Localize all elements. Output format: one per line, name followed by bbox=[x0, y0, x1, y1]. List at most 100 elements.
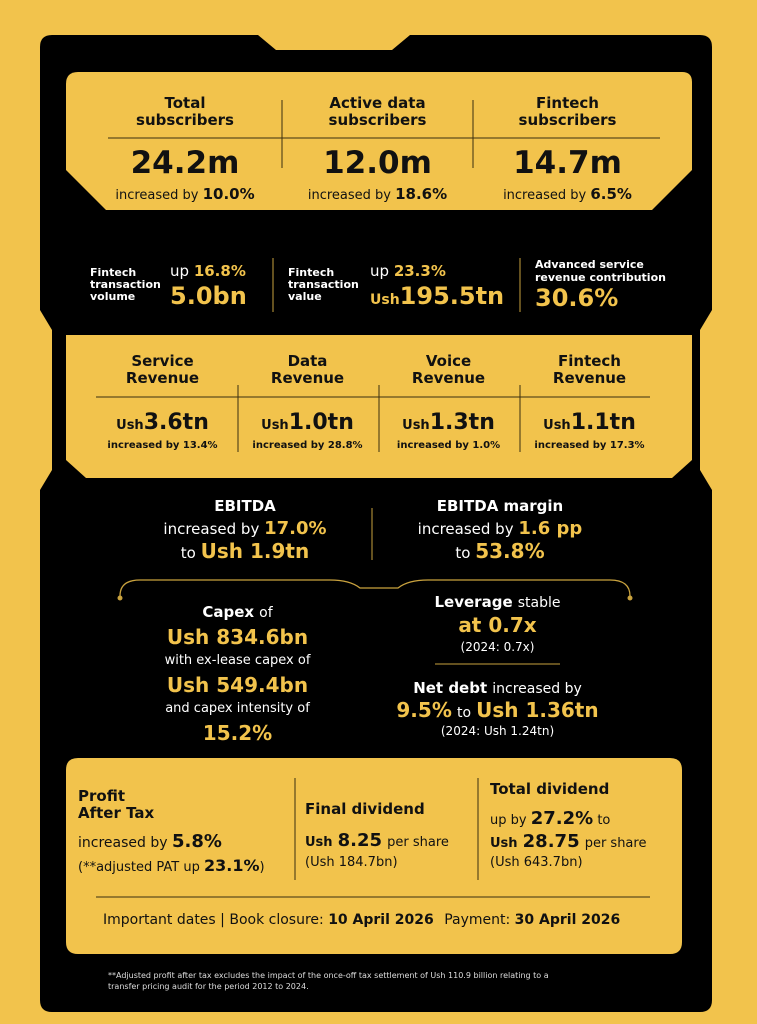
leverage-previous: (2024: 0.7x) bbox=[460, 640, 535, 654]
revenue-title-line: Revenue bbox=[411, 369, 486, 387]
capex-text: and capex intensity of bbox=[165, 701, 310, 716]
leverage-status: stable bbox=[517, 595, 561, 611]
up-word: up bbox=[370, 262, 390, 280]
revenue-value: Ush3.6tn bbox=[95, 410, 230, 435]
ex-lease-capex-value: Ush 549.4bn bbox=[166, 673, 309, 697]
currency: Ush bbox=[402, 418, 430, 433]
label-line: Fintech bbox=[90, 266, 137, 279]
change-value: 1.6 pp bbox=[518, 518, 583, 539]
change-value: 18.6% bbox=[395, 185, 448, 203]
advanced-service-value: 30.6% bbox=[535, 284, 619, 312]
change-value: 23.3% bbox=[393, 262, 446, 280]
ebitda-block: EBITDA increased by 17.0% to Ush 1.9tn bbox=[130, 497, 360, 563]
subscriber-title-line: Fintech bbox=[536, 94, 599, 112]
to-word: to bbox=[597, 813, 611, 828]
amount: 195.5tn bbox=[399, 282, 505, 310]
subscriber-title-line: subscribers bbox=[136, 111, 234, 129]
subscriber-title-line: Total bbox=[164, 94, 206, 112]
capex-title-line: Capex of bbox=[130, 600, 345, 625]
revenue-change: increased by 17.3% bbox=[534, 440, 645, 451]
fintech-volume-value: 5.0bn bbox=[170, 282, 247, 310]
change-value: 16.8% bbox=[193, 262, 246, 280]
subscriber-title-line: subscribers bbox=[328, 111, 427, 129]
final-dividend-value: Ush 8.25 per share bbox=[305, 830, 475, 851]
revenue-change: increased by 1.0% bbox=[396, 440, 501, 451]
to-word: to bbox=[456, 705, 472, 721]
profit-title: Profit After Tax bbox=[78, 788, 293, 822]
ebitda-margin-change: increased by 1.6 pp bbox=[385, 518, 615, 539]
subscriber-title-line: Active data bbox=[329, 94, 426, 112]
revenue-title-line: Fintech bbox=[558, 352, 621, 370]
footnote-line: **Adjusted profit after tax excludes the… bbox=[108, 971, 549, 980]
currency: Ush bbox=[370, 292, 400, 308]
label-line: Advanced service bbox=[535, 258, 644, 271]
revenue-title-line: Revenue bbox=[552, 369, 627, 387]
profit-title-line: After Tax bbox=[78, 804, 155, 822]
subscriber-title: Total subscribers bbox=[110, 95, 260, 129]
currency: Ush bbox=[305, 835, 333, 850]
fintech-value-label: Fintech transaction value bbox=[288, 267, 359, 303]
total-dividend-title: Total dividend bbox=[490, 780, 610, 798]
label-line: transaction bbox=[90, 278, 161, 291]
footnote: **Adjusted profit after tax excludes the… bbox=[108, 970, 668, 992]
leverage-value: at 0.7x bbox=[458, 613, 537, 637]
book-closure-label: Book closure: bbox=[229, 912, 324, 928]
advanced-service-label: Advanced service revenue contribution bbox=[535, 258, 666, 284]
adjusted-label: (**adjusted PAT up bbox=[78, 860, 200, 875]
ebitda-title: EBITDA bbox=[214, 497, 276, 515]
change-prefix: increased by bbox=[115, 188, 199, 203]
subscriber-change: increased by 10.0% bbox=[105, 185, 265, 203]
net-debt-title: Net debt bbox=[413, 679, 488, 697]
revenue-value: Ush1.3tn bbox=[381, 410, 516, 435]
subscriber-title: Fintech subscribers bbox=[490, 95, 645, 129]
leverage-title: Leverage bbox=[434, 593, 513, 611]
ebitda-margin-title: EBITDA margin bbox=[436, 497, 564, 515]
adjusted-change: 23.1% bbox=[204, 856, 260, 875]
of-word: of bbox=[259, 605, 273, 621]
book-closure-date: 10 April 2026 bbox=[328, 912, 434, 928]
amount: 1.1tn bbox=[570, 410, 636, 435]
profit-block: Profit After Tax increased by 5.8% (**ad… bbox=[78, 788, 293, 876]
final-dividend-total: (Ush 184.7bn) bbox=[305, 855, 398, 870]
label-line: transaction bbox=[288, 278, 359, 291]
total-dividend-value: Ush 28.75 per share bbox=[490, 831, 675, 852]
revenue-value: Ush1.0tn bbox=[240, 410, 375, 435]
gold-separator-dot bbox=[117, 595, 123, 601]
amount: 3.6tn bbox=[143, 410, 209, 435]
capex-intensity-value: 15.2% bbox=[202, 721, 273, 745]
net-debt-value: Ush 1.36tn bbox=[476, 698, 599, 722]
revenue-title-line: Voice bbox=[425, 352, 472, 370]
revenue-title-line: Revenue bbox=[270, 369, 345, 387]
net-debt-previous: (2024: Ush 1.24tn) bbox=[440, 724, 555, 738]
to-word: to bbox=[455, 544, 471, 562]
amount: 1.3tn bbox=[429, 410, 495, 435]
change-prefix: increased by bbox=[78, 835, 168, 851]
profit-box bbox=[66, 758, 682, 954]
adjusted-close: ) bbox=[259, 860, 265, 875]
subscribers-box bbox=[66, 72, 692, 210]
subscriber-value: 14.7m bbox=[513, 145, 622, 181]
per-share: per share bbox=[584, 836, 647, 851]
amount: 28.75 bbox=[522, 831, 580, 852]
gold-separator bbox=[119, 579, 631, 597]
change-prefix: increased by bbox=[163, 520, 260, 538]
ebitda-value: Ush 1.9tn bbox=[200, 539, 310, 563]
revenue-value: Ush1.1tn bbox=[522, 410, 657, 435]
profit-title-line: Profit bbox=[78, 787, 125, 805]
fintech-value-change: up 23.3% bbox=[370, 262, 446, 280]
subscriber-value: 12.0m bbox=[323, 145, 432, 181]
ebitda-to: to Ush 1.9tn bbox=[130, 539, 360, 563]
change-prefix: increased by bbox=[417, 520, 514, 538]
total-dividend-block: Total dividend up by 27.2% to Ush 28.75 … bbox=[490, 780, 675, 870]
capex-title: Capex bbox=[202, 603, 255, 621]
payment-date: 30 April 2026 bbox=[514, 912, 621, 928]
capex-text: with ex-lease capex of bbox=[164, 653, 311, 668]
change-value: 27.2% bbox=[530, 808, 594, 829]
fintech-volume-change: up 16.8% bbox=[170, 262, 246, 280]
dates-label: Important dates | bbox=[103, 912, 225, 928]
final-dividend-title: Final dividend bbox=[305, 800, 425, 818]
net-debt-suffix: increased by bbox=[492, 681, 582, 697]
ebitda-margin-to: to 53.8% bbox=[385, 539, 615, 563]
final-dividend-block: Final dividend Ush 8.25 per share (Ush 1… bbox=[305, 800, 475, 870]
revenue-title: Service Revenue bbox=[95, 353, 230, 387]
